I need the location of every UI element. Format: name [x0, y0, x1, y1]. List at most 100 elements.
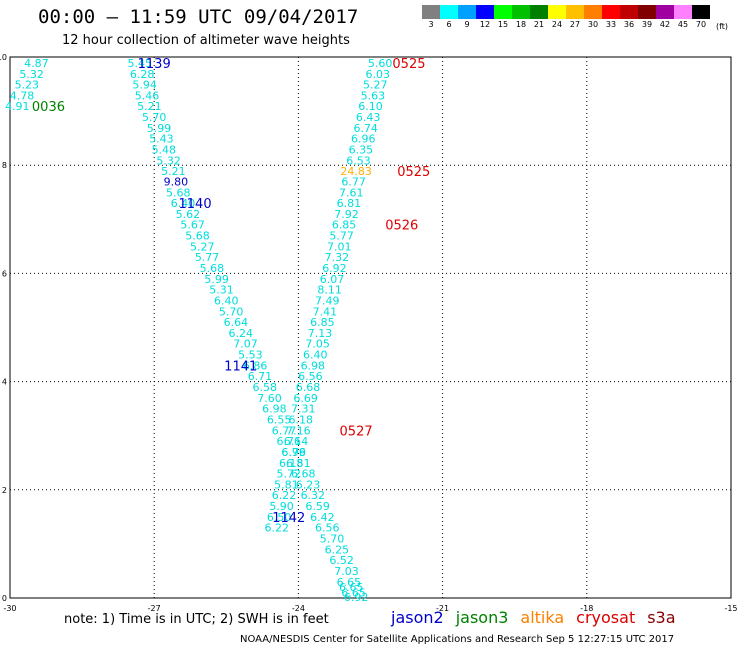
y-tick-label: 10 [0, 53, 7, 62]
data-point-label: 6.74 [353, 122, 378, 135]
data-point-label: 5.70 [219, 305, 244, 318]
data-point-label: 4.91 [5, 100, 30, 113]
data-point-label: 6.76 [281, 446, 306, 459]
data-point-label: 6.59 [305, 500, 330, 513]
color-scale-label: 6 [446, 20, 452, 29]
pass-time-annotation: 1141 [224, 359, 257, 374]
color-scale-cell: 45 [674, 5, 692, 31]
color-scale-label: 42 [659, 20, 671, 29]
color-scale-cell: 42 [656, 5, 674, 31]
data-point-label: 7.13 [308, 327, 333, 340]
y-tick-label: 8 [2, 161, 7, 170]
x-tick-label: -30 [3, 604, 16, 613]
data-point-label: 5.60 [368, 57, 393, 70]
pass-time-annotation: 1142 [272, 511, 305, 526]
data-point-label: 5.53 [238, 349, 263, 362]
data-point-label: 6.98 [301, 359, 326, 372]
data-point-label: 6.07 [320, 273, 345, 286]
data-point-label: 6.40 [171, 197, 196, 210]
legend-item-s3a: s3a [647, 608, 676, 627]
data-point-label: 6.18 [279, 457, 304, 470]
data-point-label: 6.56 [315, 522, 340, 535]
color-scale-label: 12 [479, 20, 491, 29]
note-text: note: 1) Time is in UTC; 2) SWH is in fe… [64, 612, 329, 627]
y-tick-label: 0 [2, 594, 7, 603]
color-scale-cell: 24 [548, 5, 566, 31]
color-scale-label: 45 [677, 20, 689, 29]
color-scale-cell: 36 [620, 5, 638, 31]
x-tick-label: -18 [580, 604, 593, 613]
color-swatch [584, 5, 602, 19]
data-point-label: 5.45 [128, 57, 153, 70]
color-scale-cell: 33 [602, 5, 620, 31]
color-scale-label: 30 [587, 20, 599, 29]
data-point-label: 6.65 [341, 587, 366, 600]
data-point-label: 7.16 [286, 424, 311, 437]
data-point-label: 6.43 [356, 111, 381, 124]
color-scale-label: 18 [515, 20, 527, 29]
legend-item-cryosat: cryosat [576, 608, 636, 627]
data-point-label: 5.48 [152, 144, 177, 157]
color-scale-label: 27 [569, 20, 581, 29]
data-point-label: 6.92 [344, 591, 369, 604]
color-scale-label: 15 [497, 20, 509, 29]
data-point-label: 7.05 [305, 338, 330, 351]
data-point-label: 5.68 [185, 230, 210, 243]
data-point-label: 6.42 [310, 511, 335, 524]
color-swatch [602, 5, 620, 19]
data-point-label: 5.81 [274, 478, 299, 491]
data-point-label: 9.80 [164, 175, 189, 188]
data-point-label: 5.62 [176, 208, 201, 221]
color-scale-legend: 3 6 9 12 15 18 21 24 27 30 33 36 39 42 45 70 [422, 5, 710, 31]
legend-item-jason3: jason3 [455, 608, 509, 627]
data-point-label: 5.77 [329, 230, 354, 243]
color-scale-cell: 6 [440, 5, 458, 31]
data-point-label: 6.18 [289, 413, 314, 426]
color-swatch [440, 5, 458, 19]
data-point-label: 6.68 [296, 381, 321, 394]
pass-time-annotation: 0525 [392, 57, 425, 72]
data-point-label: 6.77 [341, 175, 366, 188]
color-scale-cell: 15 [494, 5, 512, 31]
color-scale-cell: 3 [422, 5, 440, 31]
data-point-label: 5.94 [132, 79, 157, 92]
data-point-label: 5.46 [135, 89, 160, 102]
color-scale-label: 9 [464, 20, 470, 29]
color-scale-label: 24 [551, 20, 563, 29]
color-scale-cell: 30 [584, 5, 602, 31]
pass-time-annotation: 0525 [397, 165, 430, 180]
data-point-label: 5.67 [180, 219, 205, 232]
data-point-label: 6.52 [329, 554, 354, 567]
color-swatch [458, 5, 476, 19]
color-scale-cell: 18 [512, 5, 530, 31]
data-point-label: 6.65 [339, 581, 364, 594]
color-swatch [638, 5, 656, 19]
color-scale-cell: 70 [692, 5, 710, 31]
data-point-label: 6.23 [296, 478, 321, 491]
data-point-label: 6.22 [272, 489, 297, 502]
footer-credit: NOAA/NESDIS Center for Satellite Applica… [240, 634, 675, 645]
color-swatch [692, 5, 710, 19]
data-point-label: 6.24 [228, 327, 253, 340]
data-point-label: 7.31 [291, 403, 316, 416]
color-scale-cell: 12 [476, 5, 494, 31]
data-point-label: 5.32 [19, 68, 44, 81]
color-scale-label: 39 [641, 20, 653, 29]
data-point-label: 6.50 [267, 511, 292, 524]
data-point-label: 6.76 [277, 435, 302, 448]
data-point-label: 6.86 [243, 359, 268, 372]
data-point-label: 7.07 [233, 338, 258, 351]
data-point-label: 7.92 [334, 208, 359, 221]
color-swatch [620, 5, 638, 19]
data-point-label: 6.32 [301, 489, 326, 502]
data-point-label: 5.27 [363, 79, 388, 92]
color-scale-cell: 39 [638, 5, 656, 31]
legend-item-altika: altika [520, 608, 565, 627]
color-scale-label: 33 [605, 20, 617, 29]
data-point-label: 6.14 [284, 435, 309, 448]
pass-time-annotation: 1140 [179, 197, 212, 212]
data-point-label: 5.32 [156, 154, 181, 167]
color-scale-label: 70 [695, 20, 707, 29]
color-swatch [476, 5, 494, 19]
